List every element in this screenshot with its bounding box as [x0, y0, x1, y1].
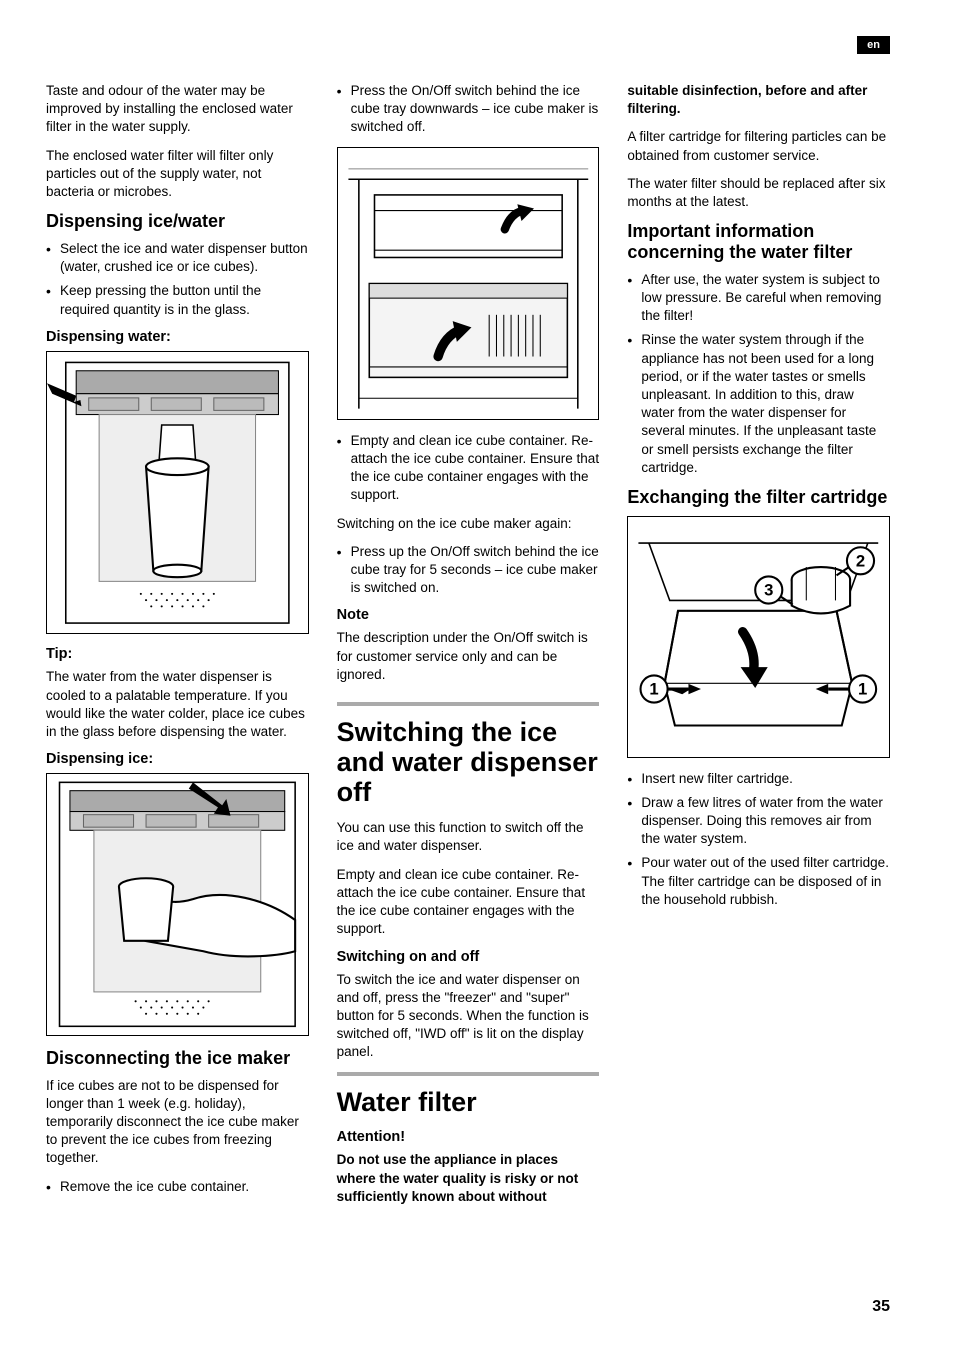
- list-item: Pour water out of the used filter cartri…: [627, 854, 890, 909]
- tip-body: The water from the water dispenser is co…: [46, 668, 309, 741]
- list-item: Press the On/Off switch behind the ice c…: [337, 82, 600, 137]
- page-content: Taste and odour of the water may be impr…: [0, 0, 954, 1260]
- page-number: 35: [872, 1298, 890, 1316]
- list: Press up the On/Off switch behind the ic…: [337, 543, 600, 598]
- paragraph: Taste and odour of the water may be impr…: [46, 82, 309, 137]
- language-badge: en: [857, 36, 890, 54]
- list: Select the ice and water dispenser butto…: [46, 240, 309, 319]
- svg-text:1: 1: [858, 679, 867, 698]
- paragraph: Empty and clean ice cube container. Re-a…: [337, 866, 600, 939]
- figure-filter-cartridge: 1 1 2 3: [627, 516, 890, 758]
- paragraph: A filter cartridge for filtering particl…: [627, 128, 890, 164]
- figure-dispensing-ice: [46, 773, 309, 1036]
- heading-dispensing-ice-water: Dispensing ice/water: [46, 211, 309, 232]
- tip-label: Tip:: [46, 646, 309, 662]
- svg-text:1: 1: [650, 679, 659, 698]
- note-label: Note: [337, 607, 600, 623]
- list-item: Insert new filter cartridge.: [627, 770, 890, 788]
- paragraph: If ice cubes are not to be dispensed for…: [46, 1077, 309, 1168]
- list-item: Remove the ice cube container.: [46, 1178, 309, 1196]
- figure-ice-maker-switch: [337, 147, 600, 420]
- heading-disconnecting-ice-maker: Disconnecting the ice maker: [46, 1048, 309, 1069]
- list-item: Keep pressing the button until the requi…: [46, 282, 309, 318]
- list: Empty and clean ice cube container. Re-a…: [337, 432, 600, 505]
- paragraph: To switch the ice and water dispenser on…: [337, 971, 600, 1062]
- paragraph: You can use this function to switch off …: [337, 819, 600, 855]
- heading-switching-on-off: Switching on and off: [337, 949, 600, 965]
- section-divider: [337, 702, 600, 706]
- note-body: The description under the On/Off switch …: [337, 629, 600, 684]
- list-item: After use, the water system is subject t…: [627, 271, 890, 326]
- heading-dispensing-ice: Dispensing ice:: [46, 751, 309, 767]
- list-item: Press up the On/Off switch behind the ic…: [337, 543, 600, 598]
- attention-label: Attention!: [337, 1129, 600, 1145]
- paragraph: The water filter should be replaced afte…: [627, 175, 890, 211]
- list-item: Rinse the water system through if the ap…: [627, 331, 890, 477]
- list: After use, the water system is subject t…: [627, 271, 890, 477]
- paragraph: Switching on the ice cube maker again:: [337, 515, 600, 533]
- list-item: Empty and clean ice cube container. Re-a…: [337, 432, 600, 505]
- svg-text:3: 3: [764, 580, 773, 599]
- section-divider: [337, 1072, 600, 1076]
- list-item: Select the ice and water dispenser butto…: [46, 240, 309, 276]
- list: Insert new filter cartridge. Draw a few …: [627, 770, 890, 910]
- list-item: Draw a few litres of water from the wate…: [627, 794, 890, 849]
- svg-text:2: 2: [856, 551, 865, 570]
- heading-exchanging-cartridge: Exchanging the filter cartridge: [627, 487, 890, 508]
- heading-water-filter: Water filter: [337, 1088, 600, 1118]
- heading-important-info: Important information concerning the wat…: [627, 221, 890, 262]
- paragraph: The enclosed water filter will filter on…: [46, 147, 309, 202]
- figure-dispensing-water: [46, 351, 309, 635]
- heading-dispensing-water: Dispensing water:: [46, 329, 309, 345]
- heading-switching-dispenser-off: Switching the ice and water dispenser of…: [337, 718, 600, 807]
